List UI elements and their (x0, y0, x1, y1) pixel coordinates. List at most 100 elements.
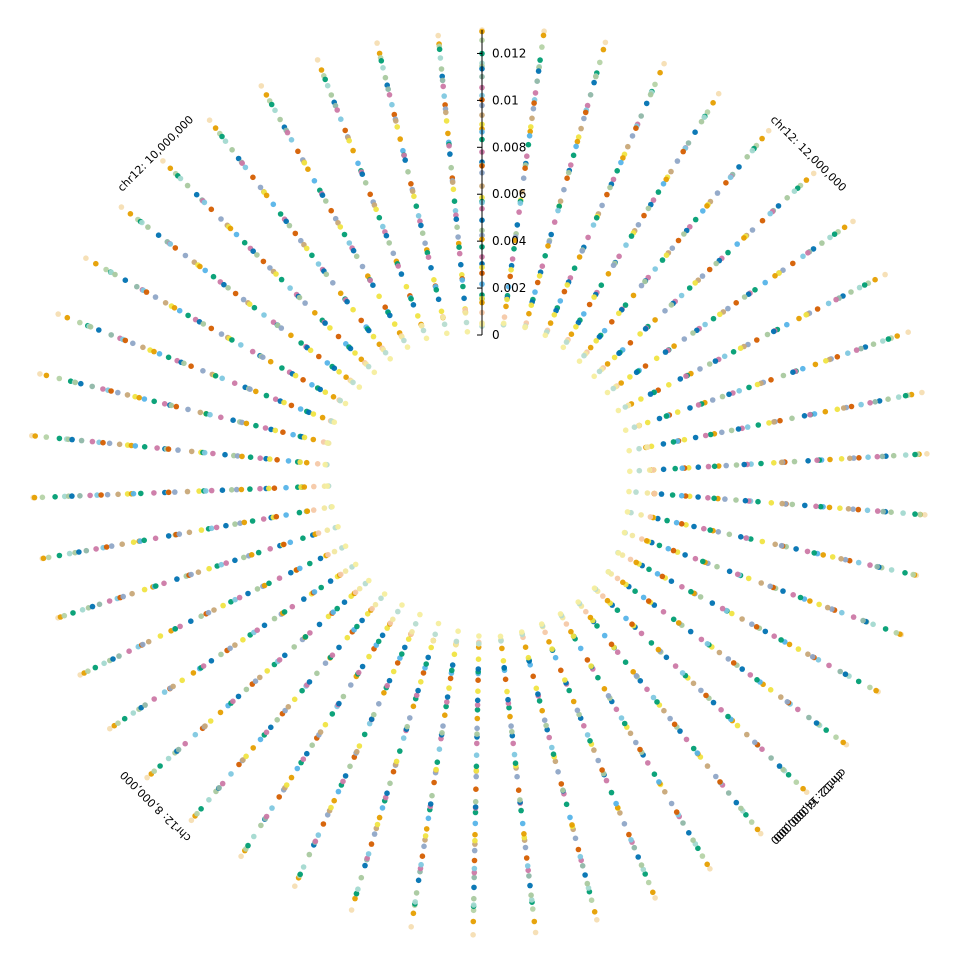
data-point (322, 320, 328, 326)
data-point (691, 523, 697, 530)
data-point (227, 225, 234, 232)
data-point (107, 725, 113, 732)
data-point (172, 489, 178, 495)
data-point (283, 218, 290, 225)
data-point (218, 651, 224, 658)
data-point (288, 137, 295, 143)
data-point (188, 571, 194, 578)
data-point (474, 725, 480, 732)
data-point (316, 353, 322, 360)
data-point (350, 306, 356, 313)
data-point (651, 490, 658, 497)
data-point (528, 892, 534, 898)
data-point (441, 321, 448, 328)
data-point (340, 693, 347, 700)
data-point (463, 319, 470, 326)
data-point (645, 598, 652, 604)
data-point (704, 203, 710, 209)
data-point (746, 384, 752, 391)
data-point (390, 668, 397, 675)
data-point (330, 609, 337, 615)
data-point (369, 605, 375, 612)
data-point (564, 175, 570, 181)
data-point (690, 680, 697, 687)
data-point (621, 720, 628, 727)
data-point (419, 853, 426, 859)
data-point (66, 550, 73, 557)
data-point (324, 440, 331, 446)
data-point (536, 698, 543, 704)
data-point (418, 861, 424, 868)
data-point (543, 722, 549, 729)
data-point (378, 58, 385, 64)
data-point (92, 664, 99, 671)
data-point (425, 654, 432, 661)
data-point (802, 502, 808, 509)
data-point (517, 797, 523, 803)
data-point (314, 461, 321, 467)
data-point (511, 246, 517, 252)
data-point (807, 411, 813, 418)
data-point (563, 339, 570, 345)
data-point (776, 270, 782, 276)
data-point (78, 437, 85, 444)
data-point (444, 694, 451, 700)
data-point (621, 821, 628, 827)
data-point (361, 731, 368, 738)
data-point (497, 633, 504, 640)
data-point (584, 102, 591, 109)
data-point (680, 148, 686, 155)
data-point (389, 101, 395, 108)
data-point (629, 621, 635, 627)
data-point (768, 500, 775, 506)
data-point (136, 394, 142, 401)
data-point (827, 234, 833, 241)
data-point (208, 325, 215, 332)
data-point (290, 431, 296, 438)
data-point (719, 393, 726, 400)
data-point (233, 231, 240, 238)
data-point (697, 366, 703, 372)
data-point (410, 302, 417, 308)
data-point (172, 626, 179, 632)
data-point (355, 886, 361, 892)
data-point (725, 305, 731, 312)
data-point (279, 365, 285, 371)
data-point (201, 199, 208, 206)
data-point (710, 315, 717, 322)
data-point (365, 363, 372, 370)
data-point (286, 222, 293, 229)
data-point (833, 296, 839, 303)
data-point (870, 621, 876, 628)
data-point (570, 152, 577, 159)
data-point (759, 538, 766, 545)
data-point (167, 241, 174, 247)
data-point (602, 39, 609, 46)
data-point (683, 373, 689, 379)
data-point (342, 400, 349, 407)
data-point (585, 234, 591, 241)
data-point (730, 349, 737, 355)
data-point (730, 660, 737, 666)
data-point (302, 634, 309, 640)
data-point (219, 487, 226, 494)
data-point (419, 230, 426, 236)
data-point (816, 601, 822, 608)
data-point (270, 319, 277, 326)
data-point (294, 765, 301, 772)
data-point (31, 494, 38, 501)
data-point (85, 668, 91, 674)
data-point (120, 593, 126, 600)
data-point (165, 755, 172, 762)
data-point (552, 654, 559, 661)
data-point (778, 542, 785, 549)
data-point (470, 902, 477, 908)
data-point (741, 235, 747, 241)
data-point (266, 485, 272, 492)
data-point (446, 143, 452, 149)
data-point (645, 760, 651, 766)
data-point (207, 718, 214, 724)
data-point (397, 748, 403, 754)
data-point (124, 491, 131, 497)
data-point (594, 623, 600, 629)
